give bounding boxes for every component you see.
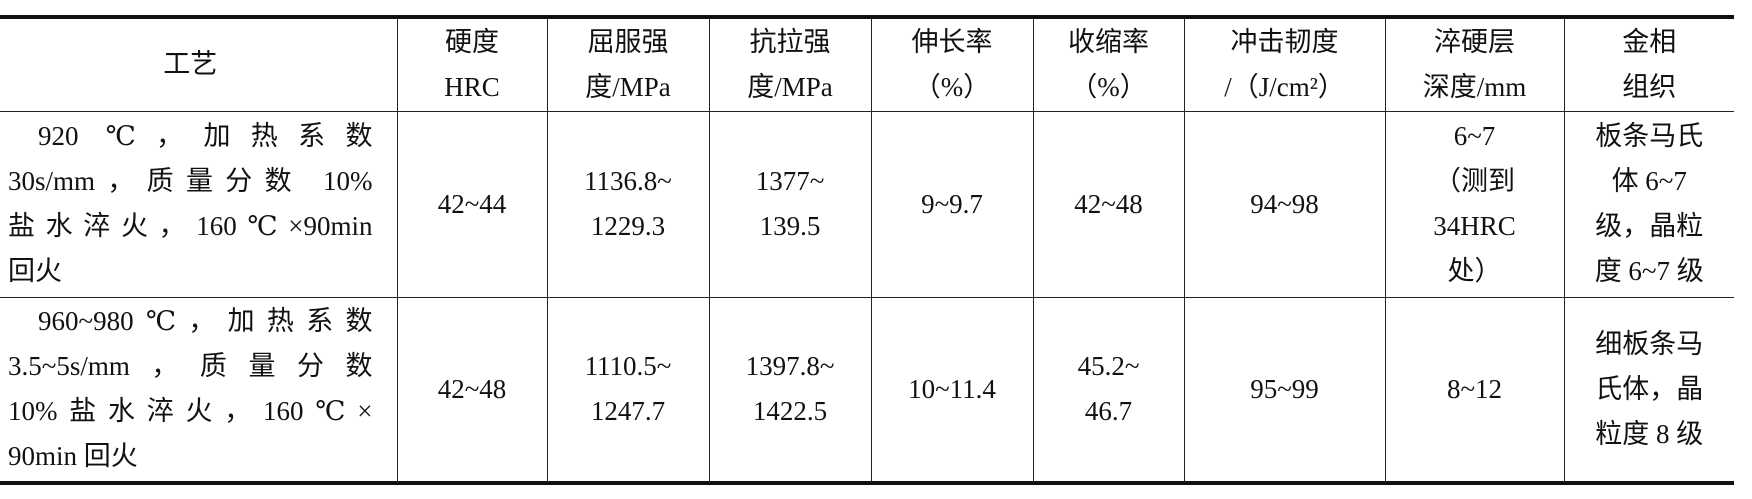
cell-line: 3.5~5s/mm，质量分数 <box>8 351 373 382</box>
header-cell: 伸长率 （%） <box>870 17 1033 111</box>
cell-line: （测到 <box>1434 166 1515 196</box>
table-cell: 94~98 <box>1183 111 1385 297</box>
table-cell: 42~44 <box>396 111 547 297</box>
cell-line: 1422.5 <box>752 396 828 427</box>
table-row: 920 ℃，加热系数 30s/mm，质量分数 10% 盐水淬火，160℃×90min… <box>0 111 1734 297</box>
cell-line: 抗拉强 <box>749 26 831 57</box>
table-cell: 细板条马氏体，晶粒度 8 级 <box>1563 297 1734 483</box>
cell-line: 139.5 <box>759 211 821 241</box>
cell-line: 硬度 <box>445 26 499 57</box>
cell-line: 42~44 <box>437 188 507 219</box>
cell-line: 度 6~7 级 <box>1594 256 1704 286</box>
cell-line: 金相 <box>1622 26 1677 57</box>
cell-line: 46.7 <box>1084 396 1133 427</box>
table-cell: 6~7 （测到 34HRC 处） <box>1384 111 1564 297</box>
cell-line: 960~980℃，加热系数 <box>38 306 373 337</box>
header-cell: 硬度 HRC <box>396 17 547 111</box>
cell-line: 度/MPa <box>585 71 671 102</box>
table-cell: 8~12 <box>1384 297 1564 483</box>
cell-line: 1110.5~ <box>584 351 672 382</box>
table-body: 920 ℃，加热系数 30s/mm，质量分数 10% 盐水淬火，160℃×90min… <box>0 111 1734 483</box>
cell-line: 回火 <box>8 256 62 286</box>
cell-line: 10%盐水淬火，160℃× <box>8 396 373 427</box>
table-row: 960~980℃，加热系数 3.5~5s/mm，质量分数 10%盐水淬火，160℃×… <box>0 297 1734 483</box>
cell-line: 级，晶粒 <box>1595 211 1704 241</box>
cell-line: 94~98 <box>1250 188 1319 219</box>
cell-line: HRC <box>444 71 500 102</box>
cell-line: 10~11.4 <box>908 373 996 404</box>
cell-line: 8~12 <box>1446 373 1503 404</box>
table-cell: 板条马氏体 6~7 级，晶粒度 6~7 级 <box>1563 111 1734 297</box>
cell-line: 45.2~ <box>1077 351 1140 382</box>
cell-line: 板条马氏 <box>1595 121 1704 151</box>
cell-line: 工艺 <box>163 49 218 80</box>
cell-line: 90min 回火 <box>8 441 138 472</box>
header-cell: 收缩率 （%） <box>1032 17 1184 111</box>
cell-line: 处） <box>1447 256 1502 286</box>
cell-line: 30s/mm，质量分数 10% <box>8 166 373 196</box>
header-cell: 抗拉强度/MPa <box>708 17 871 111</box>
data-table: 工艺 硬度 HRC 屈服强 度/MPa 抗拉强 度/MPa 伸长率 （%） 收缩率 （%） 冲击韧度 /… <box>0 15 1734 485</box>
header-cell: 冲击韧度 /（J/cm²） <box>1183 17 1385 111</box>
table-cell: 1136.8~ 1229.3 <box>546 111 709 297</box>
cell-line: 度/MPa <box>747 71 833 102</box>
header-cell: 金相 组织 <box>1563 17 1734 111</box>
cell-line: 1247.7 <box>590 396 666 427</box>
cell-line: （%） <box>1070 71 1147 102</box>
cell-line: 42~48 <box>437 373 507 404</box>
cell-line: 细板条马 <box>1595 328 1704 359</box>
cell-line: 1377~ <box>755 166 825 196</box>
cell-line: 屈服强 <box>587 26 669 57</box>
cell-line: 组织 <box>1622 71 1677 102</box>
table-cell: 45.2~ 46.7 <box>1032 297 1184 483</box>
cell-line: 1229.3 <box>590 211 666 241</box>
table-cell: 9~9.7 <box>870 111 1033 297</box>
cell-line: 920 ℃，加热系数 <box>38 121 373 151</box>
cell-line: 氏体，晶 <box>1595 373 1704 404</box>
cell-line: 淬硬层 <box>1434 26 1515 57</box>
header-row: 工艺 硬度 HRC 屈服强 度/MPa 抗拉强 度/MPa 伸长率 （%） 收缩率 （%） 冲击韧度 /… <box>0 17 1734 111</box>
cell-line: 42~48 <box>1074 188 1143 219</box>
cell-line: 收缩率 <box>1068 26 1149 57</box>
cell-line: 伸长率 <box>911 26 993 57</box>
cell-line: 冲击韧度 <box>1230 26 1339 57</box>
table-cell: 10~11.4 <box>870 297 1033 483</box>
table-cell: 42~48 <box>1032 111 1184 297</box>
cell-line: 粒度 8 级 <box>1595 418 1704 449</box>
table-cell: 95~99 <box>1183 297 1385 483</box>
table-cell: 1110.5~ 1247.7 <box>546 297 709 483</box>
header-cell: 淬硬层深度/mm <box>1384 17 1564 111</box>
table-cell: 1397.8~ 1422.5 <box>708 297 871 483</box>
cell-line: 盐水淬火，160℃×90min <box>8 211 373 241</box>
table-cell: 920 ℃，加热系数 30s/mm，质量分数 10% 盐水淬火，160℃×90min… <box>0 111 397 297</box>
cell-line: 1397.8~ <box>745 351 835 382</box>
cell-line: （%） <box>913 71 991 102</box>
header-cell: 工艺 <box>0 17 397 111</box>
table-header: 工艺 硬度 HRC 屈服强 度/MPa 抗拉强 度/MPa 伸长率 （%） 收缩率 （%） 冲击韧度 /… <box>0 17 1734 111</box>
header-cell: 屈服强度/MPa <box>546 17 709 111</box>
cell-line: /（J/cm²） <box>1224 71 1345 102</box>
cell-line: 6~7 <box>1453 121 1496 151</box>
cell-line: 体 6~7 <box>1611 166 1687 196</box>
cell-line: 深度/mm <box>1422 71 1527 102</box>
table-cell: 42~48 <box>396 297 547 483</box>
table-cell: 1377~ 139.5 <box>708 111 871 297</box>
cell-line: 1136.8~ <box>584 166 672 196</box>
cell-line: 95~99 <box>1250 373 1319 404</box>
cell-line: 9~9.7 <box>921 188 983 219</box>
table-cell: 960~980℃，加热系数 3.5~5s/mm，质量分数 10%盐水淬火，160℃×… <box>0 297 397 483</box>
cell-line: 34HRC <box>1433 211 1516 241</box>
